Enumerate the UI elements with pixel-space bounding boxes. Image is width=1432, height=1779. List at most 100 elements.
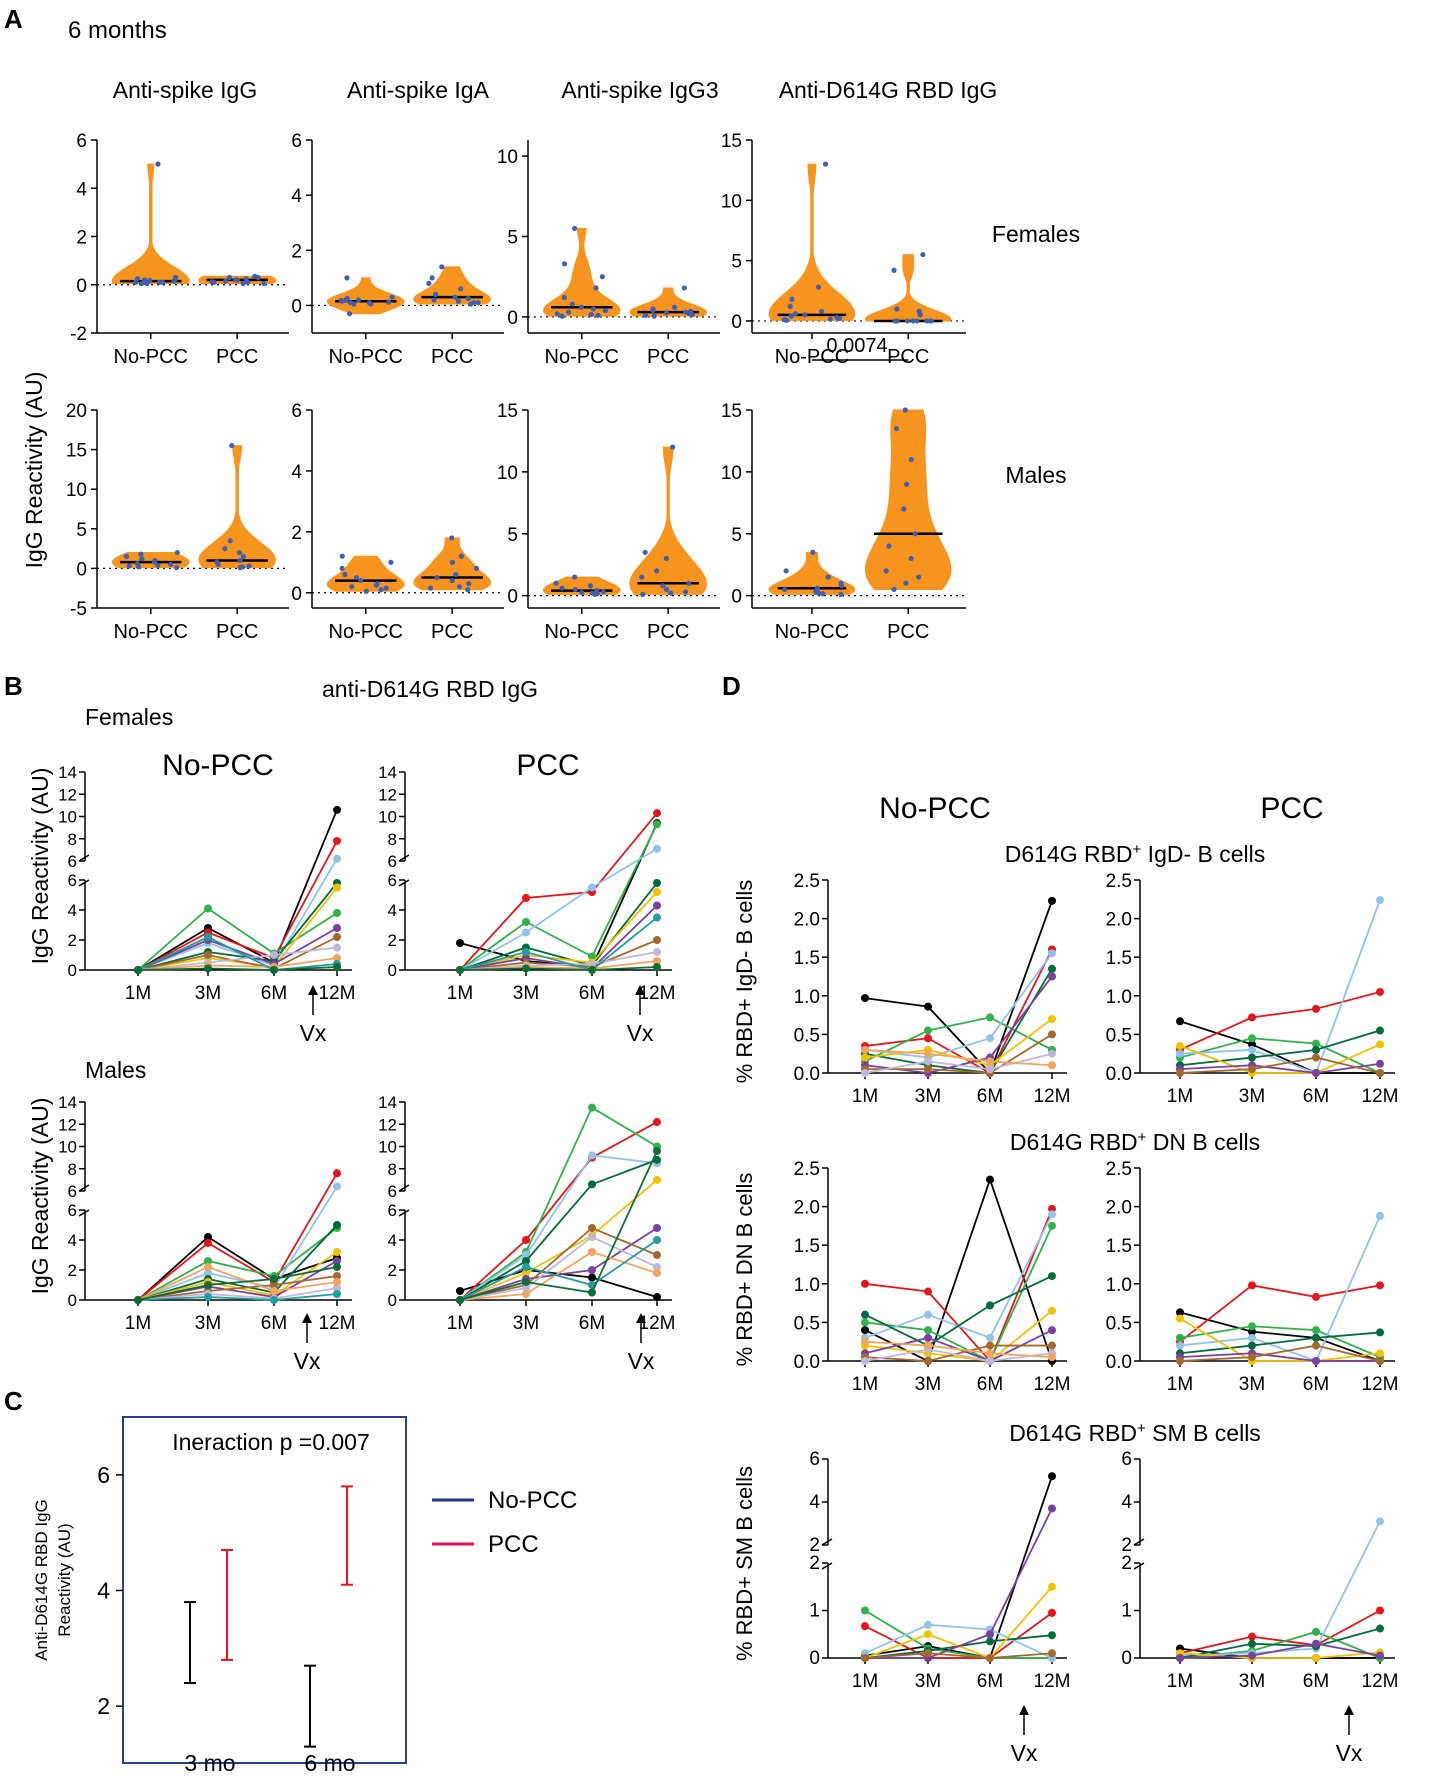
y-tick-label: 2 [388, 931, 397, 950]
x-tick-label: 6M [261, 983, 287, 1004]
data-point [465, 587, 471, 593]
y-tick-label: 6 [68, 1201, 77, 1220]
data-point [140, 280, 146, 286]
data-point [434, 574, 440, 581]
data-point [651, 313, 657, 319]
axis-break [1133, 1562, 1145, 1570]
series-line [459, 812, 658, 971]
data-point [663, 555, 669, 562]
x-tick-label: 3M [1239, 1671, 1265, 1692]
y-tick-label: 4 [68, 1231, 77, 1250]
series-point [522, 1263, 530, 1271]
series-line [864, 1016, 1053, 1063]
y-tick-label: 12 [378, 1115, 397, 1134]
y-tick-label: 0 [68, 961, 77, 980]
data-point [155, 161, 161, 167]
x-tick-label: 12M [319, 1313, 356, 1334]
violin-chart-4: Anti-D614G RBD IgG 0 5 10 15 No-PCC PCC [721, 77, 997, 368]
series-point [204, 1269, 212, 1277]
data-point [670, 444, 676, 450]
panel-d-col-pcc: PCC [1260, 792, 1323, 825]
series-point [1376, 1357, 1384, 1365]
x-tick-label: 1M [125, 983, 151, 1004]
series-point [1248, 1013, 1256, 1022]
y-tick-label: 0 [388, 1291, 397, 1310]
series-point [522, 1278, 530, 1286]
series-line [137, 1224, 338, 1301]
violin-shape [629, 446, 708, 595]
series-line [1179, 1215, 1381, 1363]
series-line [459, 1226, 658, 1301]
series-point [1048, 1326, 1056, 1335]
data-point [473, 565, 479, 572]
series-point [588, 1224, 596, 1232]
y-tick-label: 0.5 [1106, 1025, 1132, 1046]
series-line [137, 936, 338, 971]
y-tick-label: 6 [68, 852, 77, 871]
series-point [653, 1146, 661, 1155]
data-point [663, 310, 670, 316]
violin-shape [768, 551, 856, 595]
x-tick-label: No-PCC [329, 346, 403, 368]
series-point [1048, 949, 1056, 958]
x-tick-label: 3 mo [184, 1750, 235, 1776]
series-point [1048, 1049, 1056, 1058]
data-point [432, 291, 439, 297]
series-point [588, 883, 596, 892]
series-point [522, 928, 530, 937]
y-tick-label: 14 [378, 1093, 397, 1112]
data-point [342, 571, 348, 578]
data-point [243, 276, 249, 282]
series-line [459, 1154, 658, 1301]
data-point [385, 299, 392, 305]
data-point [465, 295, 471, 302]
line-chart-b-female-nopcc: 6 8 10 12 14 0 2 4 6 1M 3M 6M 12M [58, 763, 355, 1004]
y-tick-label: 5 [731, 525, 742, 546]
legend-label-pcc: PCC [488, 1531, 539, 1558]
data-point [595, 312, 601, 318]
data-point [822, 161, 829, 167]
series-point [924, 1002, 932, 1011]
data-point [802, 312, 808, 318]
series-line [459, 1121, 658, 1301]
data-point [559, 585, 565, 591]
violin-shape [542, 227, 621, 317]
series-line [459, 1179, 658, 1301]
data-point [159, 279, 166, 285]
x-tick-label: 1M [125, 1313, 151, 1334]
y-tick-label: 12 [378, 785, 397, 804]
series-point [204, 1293, 212, 1301]
data-point [368, 301, 374, 307]
series-point [588, 1233, 596, 1241]
y-tick-label: 0 [291, 296, 302, 317]
series-point [134, 1296, 142, 1304]
data-point [168, 561, 174, 568]
x-tick-label: 12M [1362, 1671, 1399, 1692]
y-tick-label: 6 [388, 871, 397, 890]
x-tick-label: 3M [1239, 1086, 1265, 1107]
panel-d-ylabel: % RBD+ SM B cells [732, 1466, 757, 1661]
series-point [204, 904, 212, 913]
y-tick-label: 10 [378, 1138, 397, 1157]
series-point [1048, 972, 1056, 981]
series-line [459, 1106, 658, 1301]
data-point [172, 277, 178, 283]
y-tick-label: 1.0 [1106, 987, 1132, 1008]
panel-letter-b: B [4, 671, 23, 701]
x-tick-label: No-PCC [775, 621, 849, 643]
series-point [924, 1065, 932, 1074]
series-point [522, 1269, 530, 1277]
data-point [449, 535, 455, 541]
x-tick-label: 1M [447, 983, 473, 1004]
y-tick-label: 10 [721, 463, 742, 484]
series-point [924, 1620, 932, 1629]
series-point [653, 888, 661, 896]
x-tick-label: 3M [513, 1313, 539, 1334]
data-point [788, 313, 794, 319]
series-point [1312, 1326, 1320, 1335]
series-point [1048, 1061, 1056, 1070]
series-point [1176, 1308, 1184, 1317]
series-point [1312, 1639, 1320, 1648]
data-point [388, 559, 394, 565]
x-tick-label: 1M [447, 1313, 473, 1334]
